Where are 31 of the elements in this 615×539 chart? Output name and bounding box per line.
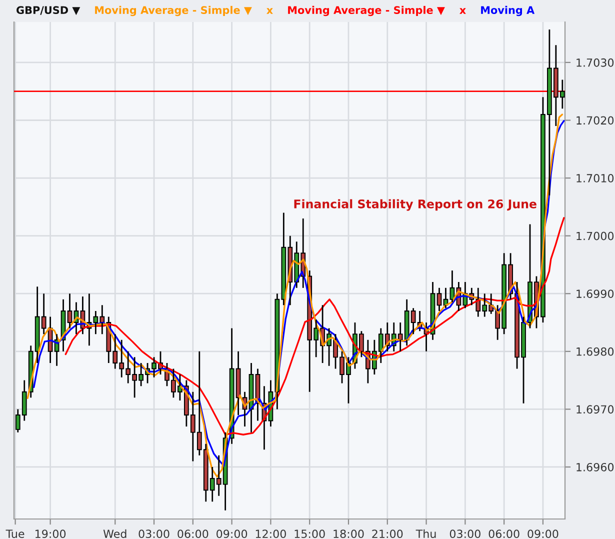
x-tick-label: 15:00 bbox=[294, 530, 325, 538]
y-tick-label: 1.6990 bbox=[576, 290, 614, 298]
x-tick-label: 03:00 bbox=[450, 530, 480, 538]
y-tick-label: 1.6960 bbox=[576, 462, 614, 472]
x-tick-label: 19:00 bbox=[36, 530, 66, 538]
x-tick-label: Tue bbox=[6, 530, 24, 538]
y-tick-label: 1.6980 bbox=[576, 347, 614, 356]
text: Moving Average - Simple ▼ bbox=[288, 6, 445, 16]
x-tick-label: 21:00 bbox=[372, 530, 403, 538]
x-tick-label: 03:00 bbox=[138, 530, 170, 538]
text: x bbox=[266, 8, 273, 14]
x-tick-label: Thu bbox=[416, 529, 436, 538]
x-tick-label: 12:00 bbox=[256, 530, 286, 538]
y-tick-label: 1.7020 bbox=[576, 116, 614, 125]
y-tick-label: 1.7010 bbox=[576, 174, 614, 182]
x-tick-label: 06:00 bbox=[488, 530, 520, 538]
y-tick-label: 1.7030 bbox=[576, 58, 614, 67]
annotation: Financial Stability Report on 26 June bbox=[294, 199, 536, 211]
x-tick-label: 18:00 bbox=[334, 530, 364, 538]
x-tick-label: Wed bbox=[103, 529, 126, 538]
candlestick bbox=[436, 287, 442, 312]
y-tick-label: 1.7000 bbox=[576, 232, 614, 240]
x-tick-label: 06:00 bbox=[178, 530, 208, 538]
text: x bbox=[460, 8, 466, 14]
text: Moving Average - Simple ▼ bbox=[95, 6, 252, 16]
text: Moving A bbox=[481, 6, 535, 16]
x-tick-label: 09:00 bbox=[528, 530, 558, 538]
chart-title: GBP/USD ▼ bbox=[16, 6, 80, 16]
y-tick-label: 1.6970 bbox=[576, 405, 614, 414]
candlestick bbox=[67, 292, 72, 329]
x-tick-label: 09:00 bbox=[216, 530, 248, 538]
